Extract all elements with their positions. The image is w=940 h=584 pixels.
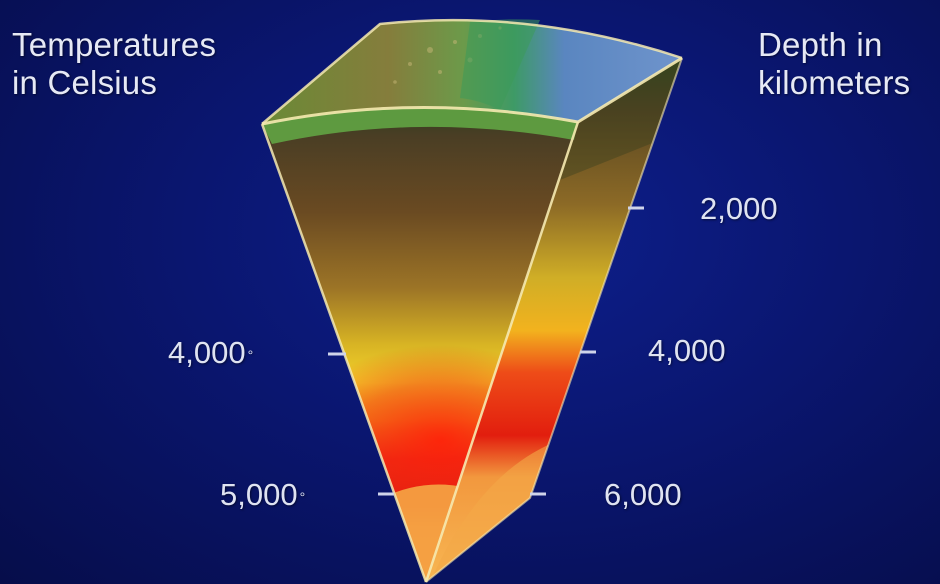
temperature-heading-line2: in Celsius xyxy=(12,64,158,101)
depth-label-4000: 4,000 xyxy=(648,334,726,368)
crust-band xyxy=(262,107,578,144)
wedge-side-face xyxy=(426,58,682,582)
degree-symbol: ° xyxy=(247,347,254,363)
temperature-label-5000: 5,000 ° xyxy=(220,478,305,512)
temperature-value: 5,000 xyxy=(220,477,298,512)
depth-value: 4,000 xyxy=(648,333,726,368)
temperature-heading-line1: Temperatures xyxy=(12,26,217,63)
earth-surface xyxy=(262,19,682,124)
temperature-heading: Temperatures in Celsius xyxy=(12,26,216,102)
tick-marks xyxy=(328,206,644,496)
depth-heading: Depth in kilometers xyxy=(758,26,910,102)
temperature-value: 4,000 xyxy=(168,335,246,370)
degree-symbol: ° xyxy=(299,489,306,505)
depth-value: 2,000 xyxy=(700,191,778,226)
depth-value: 6,000 xyxy=(604,477,682,512)
temperature-label-4000: 4,000 ° xyxy=(168,336,253,370)
depth-label-2000: 2,000 xyxy=(700,192,778,226)
depth-label-6000: 6,000 xyxy=(604,478,682,512)
depth-heading-line1: Depth in xyxy=(758,26,883,63)
depth-heading-line2: kilometers xyxy=(758,64,911,101)
